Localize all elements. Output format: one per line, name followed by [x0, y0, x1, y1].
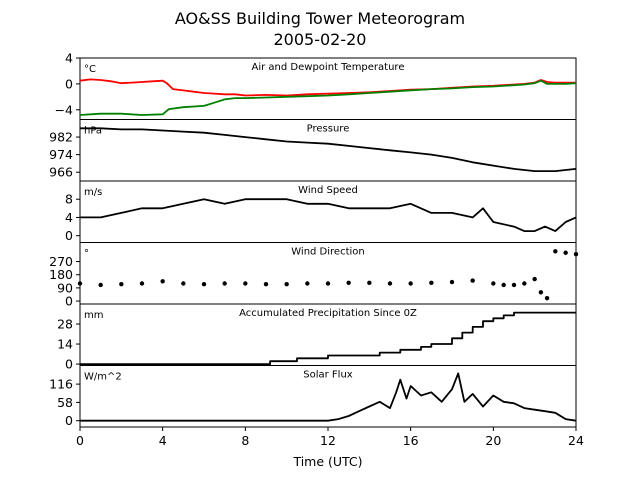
panel-1: °C Air and Dewpoint Temperature 4 0 −4 [55, 51, 577, 120]
y-tick-label: 14 [57, 337, 73, 352]
y-tick-label: 270 [49, 254, 73, 269]
data-point [263, 282, 269, 287]
data-point [181, 281, 186, 286]
panel-unit-label: m/s [84, 187, 102, 198]
data-point [470, 278, 475, 283]
y-tick-label: 0 [65, 294, 73, 309]
data-point [522, 281, 527, 286]
y-tick-label: 58 [57, 395, 73, 410]
data-point [284, 282, 289, 287]
data-point [367, 280, 372, 285]
y-tick-label: 0 [65, 228, 73, 243]
data-point [201, 282, 207, 287]
chart-title: AO&SS Building Tower Meteorogram [175, 9, 465, 28]
data-point [222, 281, 227, 286]
x-tick-label: 24 [568, 433, 584, 448]
x-tick-label: 20 [485, 433, 501, 448]
panel-3: m/s Wind Speed 8 4 0 [65, 180, 577, 243]
data-point [501, 282, 506, 288]
x-tick-label: 16 [403, 433, 419, 448]
panel-unit-label: hPa [84, 126, 102, 137]
data-point [305, 281, 310, 286]
y-tick-label: 28 [57, 317, 73, 332]
data-point [160, 279, 165, 284]
data-point [573, 252, 579, 257]
x-tick-label: 4 [159, 433, 167, 448]
panel-unit-label: W/m^2 [84, 372, 122, 383]
panel-unit-label: ° [84, 249, 89, 260]
chart-subtitle: 2005-02-20 [274, 30, 367, 49]
y-tick-label: 966 [49, 165, 73, 180]
panel-name-label: Wind Direction [291, 247, 365, 258]
y-tick-label: 8 [65, 192, 73, 207]
y-tick-label: 0 [65, 357, 73, 372]
data-point [77, 281, 83, 286]
data-point [532, 276, 537, 282]
data-point [491, 281, 496, 286]
panel-name-label: Accumulated Precipitation Since 0Z [239, 308, 417, 319]
data-point [563, 250, 568, 255]
data-point [538, 290, 544, 295]
data-point [346, 280, 351, 285]
panel-unit-label: °C [84, 64, 96, 75]
y-tick-label: 974 [49, 147, 73, 162]
panel-name-label: Solar Flux [303, 370, 353, 381]
series-line [80, 198, 577, 233]
data-point [449, 279, 455, 285]
series-line [80, 127, 577, 173]
y-tick-label: 982 [49, 130, 73, 145]
panel-name-label: Wind Speed [298, 185, 358, 196]
x-axis: 0 4 8 12 16 20 24 [76, 427, 584, 448]
panel-name-label: Pressure [307, 124, 350, 135]
x-tick-label: 8 [241, 433, 249, 448]
series-line [79, 79, 577, 116]
series-line [80, 311, 576, 366]
x-tick-label: 12 [320, 433, 336, 448]
x-axis-label: Time (UTC) [292, 454, 362, 469]
panel-unit-label: mm [84, 310, 103, 321]
x-tick-label: 0 [76, 433, 84, 448]
data-point [429, 280, 434, 285]
data-point [387, 281, 393, 286]
y-tick-label: 0 [65, 76, 73, 91]
y-tick-label: 4 [65, 210, 73, 225]
panel-name-label: Air and Dewpoint Temperature [252, 62, 405, 73]
data-point [325, 281, 331, 286]
data-point [139, 281, 145, 286]
panel-2: hPa Pressure 982 974 966 [49, 119, 577, 182]
panels-group: °C Air and Dewpoint Temperature 4 0 −4 hPa Pre… [49, 51, 579, 428]
y-tick-label: −4 [55, 102, 73, 117]
data-point [98, 282, 103, 288]
series-line [80, 372, 577, 422]
y-tick-label: 180 [49, 267, 73, 282]
y-tick-label: 0 [65, 413, 73, 428]
data-point [119, 282, 124, 287]
data-point [544, 295, 550, 301]
data-point [408, 281, 413, 286]
data-point [511, 282, 517, 288]
series-line [79, 78, 576, 97]
y-tick-label: 116 [49, 377, 73, 392]
panel-6: W/m^2 Solar Flux 116 58 0 [49, 365, 577, 428]
panel-5: mm Accumulated Precipitation Since 0Z 28 14… [57, 303, 577, 372]
y-tick-label: 90 [57, 280, 73, 295]
data-point [553, 249, 558, 254]
y-tick-label: 4 [65, 51, 73, 66]
data-point [243, 281, 248, 286]
